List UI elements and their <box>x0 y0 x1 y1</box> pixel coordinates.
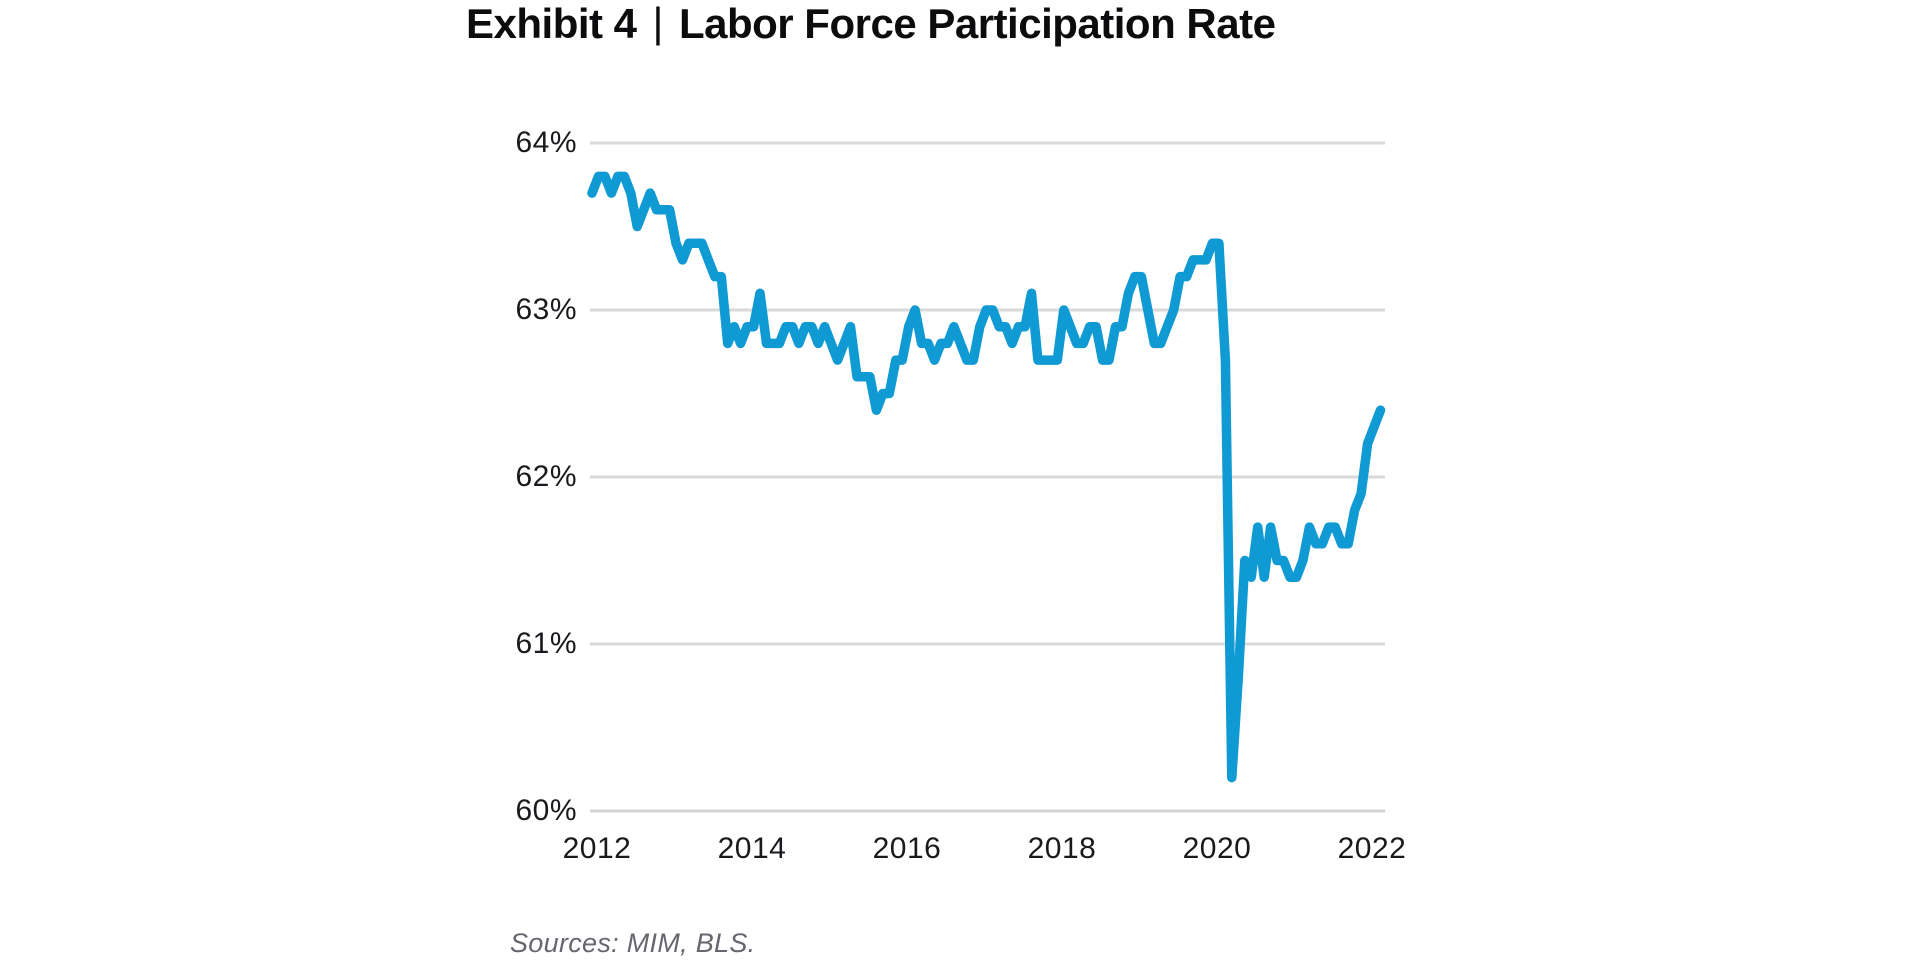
title-separator: | <box>652 0 664 46</box>
sources-note: Sources: MIM, BLS. <box>510 928 756 958</box>
chart-title-text: Labor Force Participation Rate <box>678 0 1276 47</box>
y-axis-tick-label: 60% <box>515 794 577 827</box>
y-axis-tick-label: 63% <box>515 293 577 326</box>
y-axis-tick-label: 62% <box>515 460 577 493</box>
x-axis-tick-label: 2014 <box>717 832 787 865</box>
x-axis-tick-label: 2018 <box>1027 832 1097 865</box>
y-axis-tick-label: 61% <box>515 627 577 660</box>
x-axis-tick-label: 2012 <box>562 832 632 865</box>
y-axis-tick-label: 64% <box>515 126 577 159</box>
x-axis-tick-label: 2022 <box>1337 832 1407 865</box>
chart-title: Exhibit 4 | Labor Force Participation Rate <box>466 0 1276 48</box>
exhibit-number-label: Exhibit 4 <box>466 0 637 47</box>
x-axis-tick-label: 2020 <box>1182 832 1252 865</box>
labor-force-participation-line <box>587 171 1386 783</box>
x-axis-tick-label: 2016 <box>872 832 942 865</box>
